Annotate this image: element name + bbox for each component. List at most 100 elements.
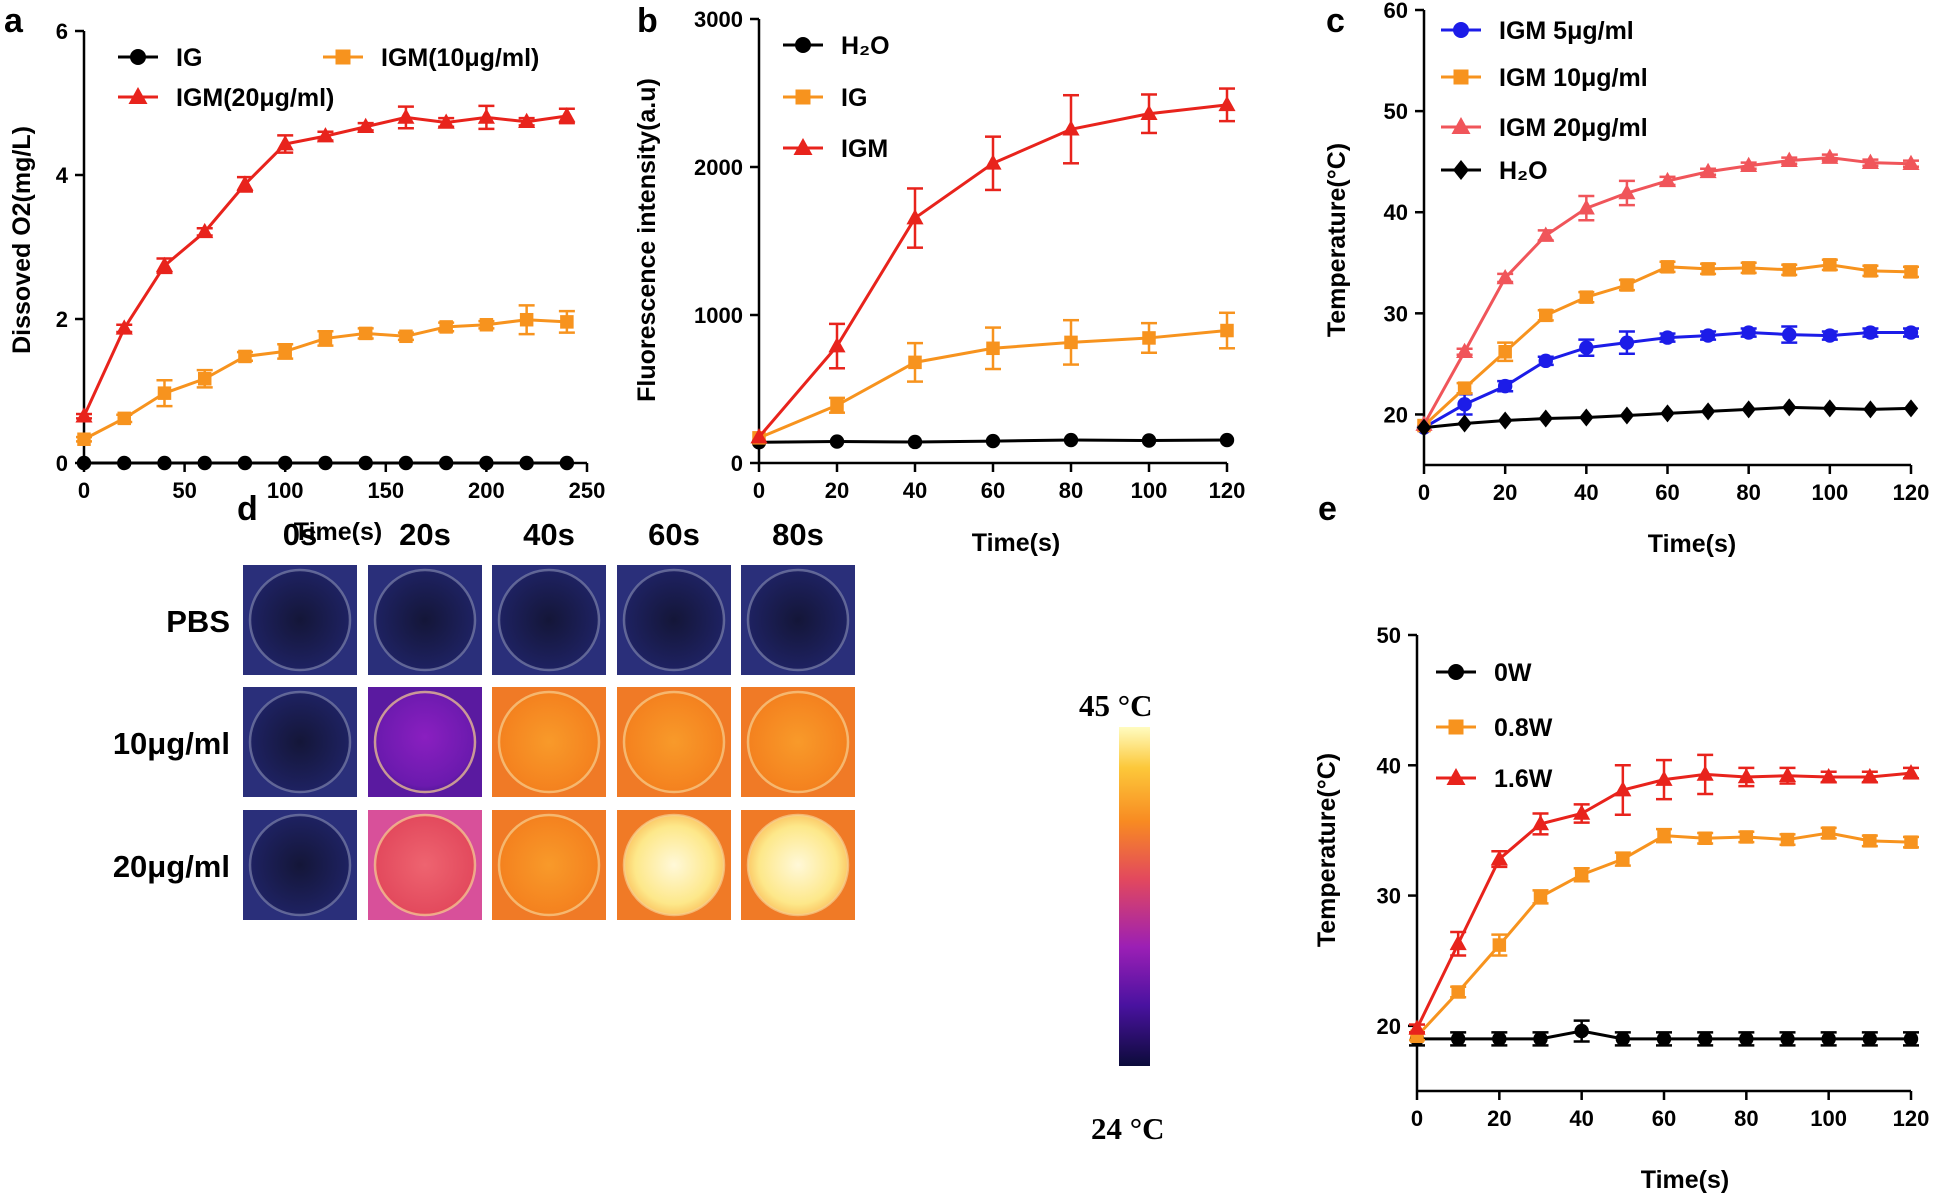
legend-marker bbox=[1453, 22, 1469, 38]
data-point bbox=[1531, 814, 1550, 831]
legend-entry-igm-20-g-ml: IGM(20μg/ml) bbox=[118, 84, 334, 112]
x-axis-title: Time(s) bbox=[972, 529, 1060, 557]
data-point bbox=[1492, 1031, 1507, 1047]
series-0-8w bbox=[1409, 826, 1919, 1044]
data-point bbox=[1533, 1031, 1548, 1047]
series-line-igm-20-g-ml bbox=[82, 114, 568, 417]
legend-marker bbox=[1453, 160, 1469, 180]
legend-marker bbox=[1448, 719, 1464, 735]
data-point bbox=[1577, 199, 1595, 215]
data-point bbox=[357, 117, 375, 134]
series-line-0-8w bbox=[1415, 831, 1912, 1038]
data-point bbox=[906, 209, 924, 225]
data-point bbox=[1614, 781, 1632, 797]
data-point bbox=[75, 407, 93, 423]
data-point bbox=[479, 318, 494, 332]
legend-marker bbox=[1446, 768, 1466, 785]
data-point bbox=[397, 108, 415, 124]
data-point bbox=[1574, 1023, 1589, 1039]
y-tick-label: 1000 bbox=[694, 303, 743, 328]
x-tick-label: 0 bbox=[1418, 480, 1430, 505]
data-point bbox=[1457, 397, 1472, 412]
x-tick-label: 40 bbox=[1574, 480, 1598, 505]
data-point bbox=[1657, 828, 1671, 843]
series-igm bbox=[750, 87, 1236, 444]
legend-label: IG bbox=[176, 44, 202, 72]
data-point bbox=[1778, 766, 1797, 783]
x-tick-label: 40 bbox=[1569, 1106, 1593, 1131]
y-axis-title: Temperature(°C) bbox=[1323, 143, 1351, 337]
data-point bbox=[1538, 353, 1553, 369]
series-igm-10-g-ml bbox=[1417, 258, 1919, 433]
well bbox=[497, 813, 601, 917]
y-tick-label: 40 bbox=[1377, 753, 1401, 778]
data-point bbox=[1539, 308, 1553, 323]
data-point bbox=[1660, 404, 1675, 423]
legend-entry-igm: IGM bbox=[783, 135, 888, 163]
y-axis-title: Dissoved O2(mg/L) bbox=[8, 126, 36, 354]
legend-entry-igm-5-g-ml: IGM 5μg/ml bbox=[1441, 17, 1634, 45]
data-point bbox=[1655, 770, 1673, 786]
x-axis-title: Time(s) bbox=[294, 518, 382, 546]
legend-entry-0-8w: 0.8W bbox=[1436, 714, 1553, 742]
data-point bbox=[1820, 768, 1838, 784]
data-point bbox=[237, 455, 253, 471]
data-point bbox=[1697, 1031, 1713, 1047]
y-tick-label: 3000 bbox=[694, 7, 743, 32]
legend-marker bbox=[795, 37, 811, 53]
data-point bbox=[984, 154, 1002, 170]
legend-marker bbox=[1451, 117, 1471, 134]
x-tick-label: 120 bbox=[1893, 480, 1930, 505]
series-igm-5-g-ml bbox=[1416, 325, 1919, 435]
panel-letter-a: a bbox=[4, 2, 24, 40]
series-h-o bbox=[751, 432, 1235, 450]
data-point bbox=[1574, 867, 1589, 882]
thermal-tile-10-g-ml-40s bbox=[492, 687, 606, 797]
data-point bbox=[908, 355, 922, 370]
data-point bbox=[1457, 414, 1472, 433]
well bbox=[248, 690, 352, 794]
row-label-10-g-ml: 10μg/ml bbox=[113, 726, 230, 761]
data-point bbox=[1497, 411, 1513, 430]
legend-marker bbox=[130, 49, 146, 65]
legend-label: 0.8W bbox=[1494, 714, 1553, 742]
x-tick-label: 250 bbox=[569, 478, 606, 503]
y-tick-label: 2000 bbox=[694, 155, 743, 180]
data-point bbox=[1737, 768, 1755, 784]
y-axis-title: Temperature(°C) bbox=[1313, 753, 1341, 947]
legend-entry-h-o: H₂O bbox=[783, 32, 890, 60]
legend-marker bbox=[1453, 69, 1469, 85]
data-point bbox=[115, 319, 133, 335]
x-tick-label: 20 bbox=[1493, 480, 1517, 505]
x-axis-title: Time(s) bbox=[1641, 1166, 1729, 1194]
data-point bbox=[358, 455, 373, 471]
data-point bbox=[1862, 1031, 1878, 1047]
x-tick-label: 120 bbox=[1893, 1106, 1930, 1131]
data-point bbox=[1490, 850, 1508, 866]
thermal-tile-20-g-ml-0s bbox=[243, 810, 357, 920]
data-point bbox=[1496, 268, 1514, 285]
thermal-tile-10-g-ml-20s bbox=[368, 687, 482, 797]
data-point bbox=[1863, 400, 1878, 419]
data-point bbox=[278, 455, 293, 471]
data-point bbox=[1863, 264, 1878, 278]
data-point bbox=[1821, 1031, 1836, 1047]
x-tick-label: 80 bbox=[1736, 480, 1760, 505]
x-tick-label: 100 bbox=[267, 478, 304, 503]
data-point bbox=[1822, 399, 1838, 418]
data-point bbox=[399, 329, 413, 344]
well bbox=[497, 690, 601, 794]
x-tick-label: 80 bbox=[1734, 1106, 1758, 1131]
legend-entry-0w: 0W bbox=[1436, 659, 1532, 687]
x-tick-label: 100 bbox=[1811, 480, 1848, 505]
data-point bbox=[1656, 1031, 1672, 1047]
data-point bbox=[117, 411, 131, 426]
series-igm-10-g-ml bbox=[76, 304, 575, 446]
series-h-o bbox=[1416, 398, 1919, 437]
data-point bbox=[1701, 262, 1715, 276]
data-point bbox=[278, 344, 292, 359]
data-point bbox=[1451, 985, 1465, 999]
x-tick-label: 150 bbox=[367, 478, 404, 503]
data-point bbox=[1219, 432, 1235, 448]
data-point bbox=[1492, 938, 1507, 952]
